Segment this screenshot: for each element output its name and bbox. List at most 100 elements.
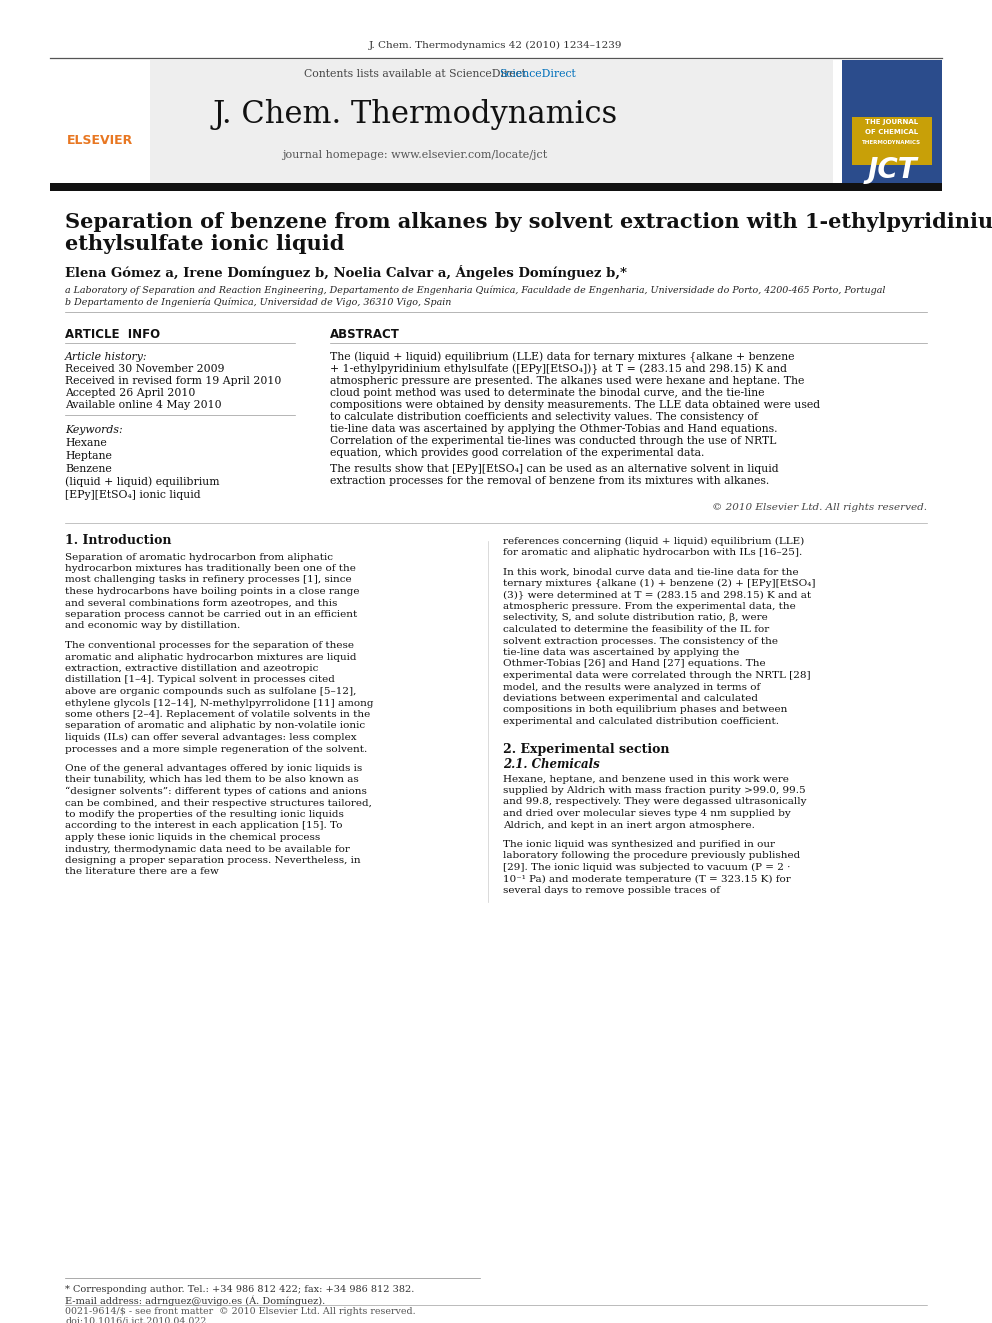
Text: industry, thermodynamic data need to be available for: industry, thermodynamic data need to be … bbox=[65, 844, 350, 853]
Text: Hexane: Hexane bbox=[65, 438, 107, 448]
Text: Received in revised form 19 April 2010: Received in revised form 19 April 2010 bbox=[65, 376, 282, 386]
Text: doi:10.1016/j.jct.2010.04.022: doi:10.1016/j.jct.2010.04.022 bbox=[65, 1316, 206, 1323]
Text: extraction, extractive distillation and azeotropic: extraction, extractive distillation and … bbox=[65, 664, 318, 673]
Bar bbox=[842, 60, 942, 183]
Text: can be combined, and their respective structures tailored,: can be combined, and their respective st… bbox=[65, 799, 372, 807]
Text: ternary mixtures {alkane (1) + benzene (2) + [EPy][EtSO₄]: ternary mixtures {alkane (1) + benzene (… bbox=[503, 579, 815, 587]
Text: compositions were obtained by density measurements. The LLE data obtained were u: compositions were obtained by density me… bbox=[330, 400, 820, 410]
Text: separation process cannot be carried out in an efficient: separation process cannot be carried out… bbox=[65, 610, 357, 619]
Text: © 2010 Elsevier Ltd. All rights reserved.: © 2010 Elsevier Ltd. All rights reserved… bbox=[712, 503, 927, 512]
Text: Othmer-Tobias [26] and Hand [27] equations. The: Othmer-Tobias [26] and Hand [27] equatio… bbox=[503, 659, 766, 668]
Text: references concerning (liquid + liquid) equilibrium (LLE): references concerning (liquid + liquid) … bbox=[503, 536, 805, 545]
Text: The conventional processes for the separation of these: The conventional processes for the separ… bbox=[65, 642, 354, 650]
Bar bbox=[50, 60, 833, 183]
Bar bbox=[852, 116, 932, 165]
Text: their tunability, which has led them to be also known as: their tunability, which has led them to … bbox=[65, 775, 359, 785]
Text: ethylene glycols [12–14], N-methylpyrrolidone [11] among: ethylene glycols [12–14], N-methylpyrrol… bbox=[65, 699, 374, 708]
Text: Keywords:: Keywords: bbox=[65, 425, 123, 435]
Text: to calculate distribution coefficients and selectivity values. The consistency o: to calculate distribution coefficients a… bbox=[330, 411, 758, 422]
Text: atmospheric pressure are presented. The alkanes used were hexane and heptane. Th: atmospheric pressure are presented. The … bbox=[330, 376, 805, 386]
Text: to modify the properties of the resulting ionic liquids: to modify the properties of the resultin… bbox=[65, 810, 344, 819]
Text: and several combinations form azeotropes, and this: and several combinations form azeotropes… bbox=[65, 598, 337, 607]
Text: Hexane, heptane, and benzene used in this work were: Hexane, heptane, and benzene used in thi… bbox=[503, 774, 789, 783]
Text: selectivity, S, and solute distribution ratio, β, were: selectivity, S, and solute distribution … bbox=[503, 614, 768, 623]
Text: * Corresponding author. Tel.: +34 986 812 422; fax: +34 986 812 382.: * Corresponding author. Tel.: +34 986 81… bbox=[65, 1286, 415, 1294]
Text: J. Chem. Thermodynamics 42 (2010) 1234–1239: J. Chem. Thermodynamics 42 (2010) 1234–1… bbox=[369, 41, 623, 49]
Text: 10⁻¹ Pa) and moderate temperature (T = 323.15 K) for: 10⁻¹ Pa) and moderate temperature (T = 3… bbox=[503, 875, 791, 884]
Bar bbox=[50, 60, 150, 183]
Text: “designer solvents”: different types of cations and anions: “designer solvents”: different types of … bbox=[65, 787, 367, 796]
Text: hydrocarbon mixtures has traditionally been one of the: hydrocarbon mixtures has traditionally b… bbox=[65, 564, 356, 573]
Text: The results show that [EPy][EtSO₄] can be used as an alternative solvent in liqu: The results show that [EPy][EtSO₄] can b… bbox=[330, 464, 779, 474]
Text: ARTICLE  INFO: ARTICLE INFO bbox=[65, 328, 160, 341]
Text: most challenging tasks in refinery processes [1], since: most challenging tasks in refinery proce… bbox=[65, 576, 351, 585]
Text: Heptane: Heptane bbox=[65, 451, 112, 460]
Text: apply these ionic liquids in the chemical process: apply these ionic liquids in the chemica… bbox=[65, 833, 320, 841]
Text: + 1-ethylpyridinium ethylsulfate ([EPy][EtSO₄])} at T = (283.15 and 298.15) K an: + 1-ethylpyridinium ethylsulfate ([EPy][… bbox=[330, 364, 787, 374]
Text: according to the interest in each application [15]. To: according to the interest in each applic… bbox=[65, 822, 342, 831]
Text: 0021-9614/$ - see front matter  © 2010 Elsevier Ltd. All rights reserved.: 0021-9614/$ - see front matter © 2010 El… bbox=[65, 1307, 416, 1316]
Text: 2.1. Chemicals: 2.1. Chemicals bbox=[503, 758, 600, 771]
Text: deviations between experimental and calculated: deviations between experimental and calc… bbox=[503, 695, 758, 703]
Text: Received 30 November 2009: Received 30 November 2009 bbox=[65, 364, 224, 374]
Text: and 99.8, respectively. They were degassed ultrasonically: and 99.8, respectively. They were degass… bbox=[503, 798, 806, 807]
Text: Contents lists available at ScienceDirect: Contents lists available at ScienceDirec… bbox=[305, 69, 526, 79]
Text: OF CHEMICAL: OF CHEMICAL bbox=[865, 130, 919, 135]
Text: Available online 4 May 2010: Available online 4 May 2010 bbox=[65, 400, 221, 410]
Text: Separation of aromatic hydrocarbon from aliphatic: Separation of aromatic hydrocarbon from … bbox=[65, 553, 333, 561]
Text: equation, which provides good correlation of the experimental data.: equation, which provides good correlatio… bbox=[330, 448, 704, 458]
Bar bbox=[50, 183, 942, 191]
Text: ABSTRACT: ABSTRACT bbox=[330, 328, 400, 341]
Text: atmospheric pressure. From the experimental data, the: atmospheric pressure. From the experimen… bbox=[503, 602, 796, 611]
Text: aromatic and aliphatic hydrocarbon mixtures are liquid: aromatic and aliphatic hydrocarbon mixtu… bbox=[65, 652, 356, 662]
Text: some others [2–4]. Replacement of volatile solvents in the: some others [2–4]. Replacement of volati… bbox=[65, 710, 370, 718]
Text: The (liquid + liquid) equilibrium (LLE) data for ternary mixtures {alkane + benz: The (liquid + liquid) equilibrium (LLE) … bbox=[330, 352, 795, 363]
Text: One of the general advantages offered by ionic liquids is: One of the general advantages offered by… bbox=[65, 763, 362, 773]
Text: laboratory following the procedure previously published: laboratory following the procedure previ… bbox=[503, 852, 801, 860]
Text: a Laboratory of Separation and Reaction Engineering, Departamento de Engenharia : a Laboratory of Separation and Reaction … bbox=[65, 286, 886, 295]
Text: several days to remove possible traces of: several days to remove possible traces o… bbox=[503, 886, 720, 894]
Text: separation of aromatic and aliphatic by non-volatile ionic: separation of aromatic and aliphatic by … bbox=[65, 721, 365, 730]
Text: ethylsulfate ionic liquid: ethylsulfate ionic liquid bbox=[65, 234, 344, 254]
Text: Elena Gómez a, Irene Domínguez b, Noelia Calvar a, Ángeles Domínguez b,*: Elena Gómez a, Irene Domínguez b, Noelia… bbox=[65, 265, 627, 279]
Text: extraction processes for the removal of benzene from its mixtures with alkanes.: extraction processes for the removal of … bbox=[330, 476, 769, 486]
Text: (3)} were determined at T = (283.15 and 298.15) K and at: (3)} were determined at T = (283.15 and … bbox=[503, 590, 811, 599]
Text: experimental and calculated distribution coefficient.: experimental and calculated distribution… bbox=[503, 717, 779, 726]
Text: E-mail address: adrnguez@uvigo.es (Á. Domínguez).: E-mail address: adrnguez@uvigo.es (Á. Do… bbox=[65, 1295, 325, 1306]
Text: b Departamento de Ingeniería Química, Universidad de Vigo, 36310 Vigo, Spain: b Departamento de Ingeniería Química, Un… bbox=[65, 298, 451, 307]
Text: tie-line data was ascertained by applying the: tie-line data was ascertained by applyin… bbox=[503, 648, 739, 658]
Text: tie-line data was ascertained by applying the Othmer-Tobias and Hand equations.: tie-line data was ascertained by applyin… bbox=[330, 423, 778, 434]
Text: Article history:: Article history: bbox=[65, 352, 148, 363]
Text: supplied by Aldrich with mass fraction purity >99.0, 99.5: supplied by Aldrich with mass fraction p… bbox=[503, 786, 806, 795]
Text: designing a proper separation process. Nevertheless, in: designing a proper separation process. N… bbox=[65, 856, 361, 865]
Text: [EPy][EtSO₄] ionic liquid: [EPy][EtSO₄] ionic liquid bbox=[65, 490, 200, 500]
Text: calculated to determine the feasibility of the IL for: calculated to determine the feasibility … bbox=[503, 624, 769, 634]
Text: Benzene: Benzene bbox=[65, 464, 112, 474]
Text: THE JOURNAL: THE JOURNAL bbox=[865, 119, 919, 124]
Text: model, and the results were analyzed in terms of: model, and the results were analyzed in … bbox=[503, 683, 760, 692]
Text: and economic way by distillation.: and economic way by distillation. bbox=[65, 622, 240, 631]
Text: cloud point method was used to determinate the binodal curve, and the tie-line: cloud point method was used to determina… bbox=[330, 388, 765, 398]
Text: experimental data were correlated through the NRTL [28]: experimental data were correlated throug… bbox=[503, 671, 810, 680]
Text: Accepted 26 April 2010: Accepted 26 April 2010 bbox=[65, 388, 195, 398]
Text: for aromatic and aliphatic hydrocarbon with ILs [16–25].: for aromatic and aliphatic hydrocarbon w… bbox=[503, 548, 803, 557]
Text: Aldrich, and kept in an inert argon atmosphere.: Aldrich, and kept in an inert argon atmo… bbox=[503, 820, 755, 830]
Text: these hydrocarbons have boiling points in a close range: these hydrocarbons have boiling points i… bbox=[65, 587, 359, 595]
Text: the literature there are a few: the literature there are a few bbox=[65, 868, 219, 877]
Text: (liquid + liquid) equilibrium: (liquid + liquid) equilibrium bbox=[65, 476, 219, 487]
Text: THERMODYNAMICS: THERMODYNAMICS bbox=[862, 139, 922, 144]
Text: distillation [1–4]. Typical solvent in processes cited: distillation [1–4]. Typical solvent in p… bbox=[65, 676, 335, 684]
Text: processes and a more simple regeneration of the solvent.: processes and a more simple regeneration… bbox=[65, 745, 367, 754]
Text: Correlation of the experimental tie-lines was conducted through the use of NRTL: Correlation of the experimental tie-line… bbox=[330, 437, 777, 446]
Text: 1. Introduction: 1. Introduction bbox=[65, 534, 172, 548]
Text: [29]. The ionic liquid was subjected to vacuum (P = 2 ·: [29]. The ionic liquid was subjected to … bbox=[503, 863, 791, 872]
Text: above are organic compounds such as sulfolane [5–12],: above are organic compounds such as sulf… bbox=[65, 687, 356, 696]
Text: compositions in both equilibrium phases and between: compositions in both equilibrium phases … bbox=[503, 705, 788, 714]
Text: ScienceDirect: ScienceDirect bbox=[500, 69, 576, 79]
Text: solvent extraction processes. The consistency of the: solvent extraction processes. The consis… bbox=[503, 636, 778, 646]
Text: 2. Experimental section: 2. Experimental section bbox=[503, 742, 670, 755]
Text: JCT: JCT bbox=[867, 156, 917, 184]
Text: In this work, binodal curve data and tie-line data for the: In this work, binodal curve data and tie… bbox=[503, 568, 799, 577]
Text: liquids (ILs) can offer several advantages: less complex: liquids (ILs) can offer several advantag… bbox=[65, 733, 357, 742]
Text: ELSEVIER: ELSEVIER bbox=[66, 134, 133, 147]
